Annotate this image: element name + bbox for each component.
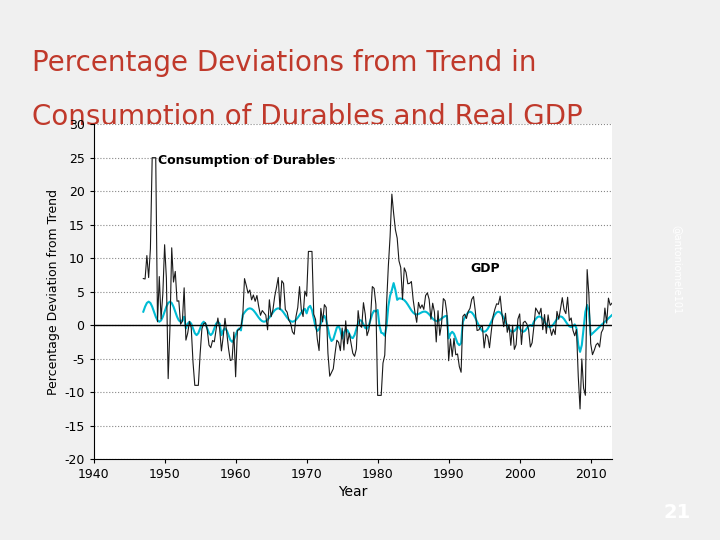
Text: Consumption of Durables: Consumption of Durables xyxy=(158,154,335,167)
Text: 21: 21 xyxy=(663,503,690,523)
Y-axis label: Percentage Deviation from Trend: Percentage Deviation from Trend xyxy=(47,188,60,395)
X-axis label: Year: Year xyxy=(338,485,367,499)
Text: Percentage Deviations from Trend in: Percentage Deviations from Trend in xyxy=(32,49,536,77)
Text: Consumption of Durables and Real GDP: Consumption of Durables and Real GDP xyxy=(32,103,582,131)
Text: @antoniomele101: @antoniomele101 xyxy=(672,225,682,315)
Text: GDP: GDP xyxy=(470,261,500,274)
